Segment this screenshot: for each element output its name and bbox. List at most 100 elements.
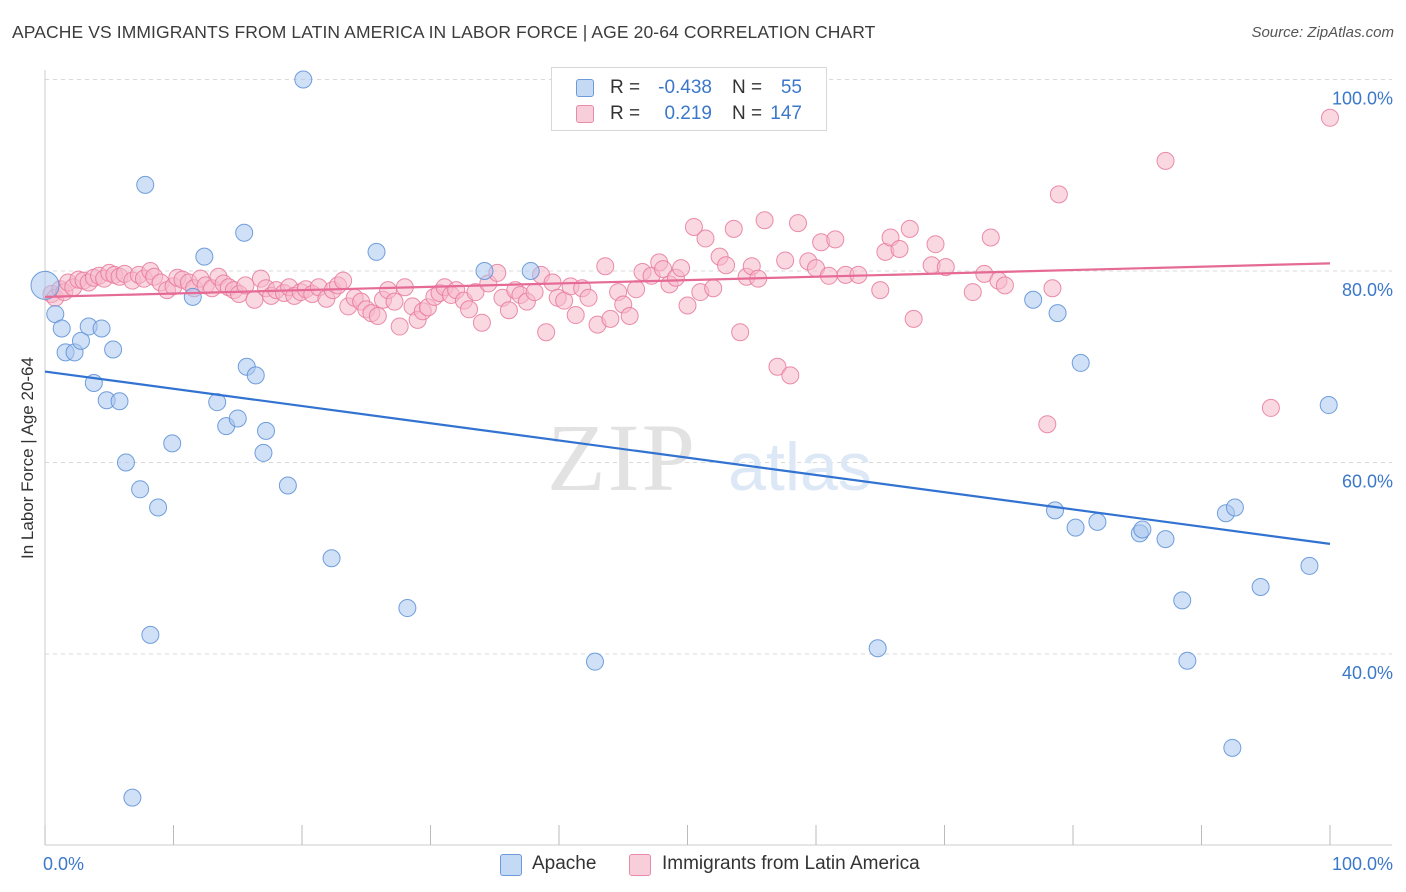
y-tick-label: 100.0% <box>1332 89 1393 109</box>
apache-point <box>1225 498 1244 517</box>
latin-point <box>776 251 795 270</box>
x-tick-label: 100.0% <box>1332 854 1393 874</box>
apache-point <box>254 443 273 462</box>
latin-point <box>995 276 1014 295</box>
apache-point <box>278 476 297 495</box>
apache-point <box>30 270 60 300</box>
n-label: N = <box>732 103 763 124</box>
apache-point <box>1251 577 1270 596</box>
apache-point <box>1178 651 1197 670</box>
latin-point <box>768 357 787 376</box>
legend-row-apache: R = -0.438 N = 55 <box>552 74 826 100</box>
latin-swatch <box>576 105 594 123</box>
n-value: 147 <box>770 103 802 124</box>
r-value: -0.438 <box>658 77 712 98</box>
apache-point <box>71 331 90 350</box>
apache-point <box>521 262 540 280</box>
apache-point <box>322 549 341 568</box>
latin-point <box>981 228 1000 247</box>
latin-point <box>900 219 919 238</box>
apache-point <box>1088 512 1107 531</box>
latin-point <box>596 257 615 276</box>
latin-point <box>724 219 743 238</box>
latin-point <box>696 229 715 248</box>
apache-point <box>1048 304 1067 323</box>
latin-point <box>678 296 697 315</box>
latin-point <box>1038 415 1057 434</box>
apache-point <box>1223 738 1242 757</box>
apache-point <box>141 625 160 644</box>
apache-point <box>1066 518 1085 537</box>
latin-point <box>1043 279 1062 298</box>
latin-point <box>390 317 409 336</box>
latin-point <box>871 281 890 300</box>
latin-point <box>704 279 723 298</box>
apache-point <box>868 639 887 658</box>
latin-point <box>499 301 518 320</box>
apache-point <box>104 340 123 359</box>
n-value: 55 <box>780 77 802 98</box>
latin-point <box>620 307 639 326</box>
apache-point <box>123 788 142 807</box>
apache-point <box>398 599 417 618</box>
latin-point <box>525 283 544 302</box>
latin-point <box>566 306 585 325</box>
apache-point <box>131 480 150 499</box>
latin-point <box>904 309 923 328</box>
latin-point <box>579 288 598 307</box>
apache-point <box>246 366 265 385</box>
apache-point <box>1071 353 1090 372</box>
chart-title: APACHE VS IMMIGRANTS FROM LATIN AMERICA … <box>12 22 876 42</box>
apache-point <box>1300 556 1319 575</box>
tick-labels: 100.0% 80.0% 60.0% 40.0% 0.0% 100.0% <box>43 89 1393 875</box>
latin-point <box>789 214 808 233</box>
y-axis-label: In Labor Force | Age 20-64 <box>18 357 37 559</box>
apache-legend-swatch <box>500 854 522 876</box>
latin-point <box>334 271 353 290</box>
latin-point <box>236 276 255 295</box>
watermark-zip: ZIP <box>547 404 697 511</box>
apache-point <box>1046 501 1065 520</box>
latin-point <box>926 235 945 254</box>
latin-point <box>684 217 703 236</box>
latin-point <box>755 211 774 230</box>
latin-point <box>672 259 691 278</box>
latin-point <box>1156 151 1175 170</box>
apache-point <box>257 421 276 440</box>
trend-lines <box>44 262 1331 545</box>
latin-point <box>826 230 845 249</box>
apache-point <box>195 247 214 266</box>
axes <box>44 70 1392 846</box>
apache-point <box>149 498 168 517</box>
apache-legend-label: Apache <box>532 853 597 874</box>
apache-point <box>183 287 202 306</box>
apache-trend-line <box>44 370 1331 545</box>
latin-point <box>537 323 556 342</box>
apache-point <box>163 434 182 453</box>
latin-point <box>963 283 982 302</box>
watermark: ZIP atlas <box>547 404 872 511</box>
latin-point <box>368 307 387 326</box>
latin-point <box>1321 108 1339 127</box>
series-apache <box>30 70 1338 807</box>
latin-point <box>717 256 736 275</box>
apache-point <box>110 392 129 411</box>
apache-point <box>136 175 155 194</box>
x-tick-label: 0.0% <box>43 854 84 874</box>
y-tick-label: 60.0% <box>1342 472 1393 492</box>
apache-point <box>228 409 247 428</box>
apache-swatch <box>576 79 594 97</box>
correlation-legend: R = -0.438 N = 55 R = 0.219 N = 147 <box>551 67 827 131</box>
latin-point <box>936 258 955 277</box>
n-label: N = <box>732 77 763 98</box>
latin-trend-line <box>44 262 1331 298</box>
apache-point <box>367 242 386 261</box>
apache-point <box>585 652 604 671</box>
y-tick-label: 40.0% <box>1342 663 1393 683</box>
latin-point <box>731 323 750 342</box>
r-label: R = <box>610 77 641 98</box>
apache-point <box>475 262 494 280</box>
latin-point <box>472 313 491 332</box>
apache-point <box>1133 520 1152 539</box>
